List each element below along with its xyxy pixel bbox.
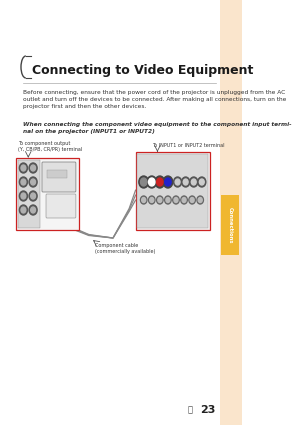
Circle shape (21, 193, 26, 199)
Circle shape (142, 198, 146, 202)
Circle shape (148, 196, 155, 204)
Circle shape (20, 191, 27, 201)
Circle shape (175, 179, 180, 185)
Circle shape (165, 178, 171, 186)
FancyBboxPatch shape (18, 160, 40, 228)
Circle shape (158, 198, 162, 202)
Circle shape (157, 178, 163, 186)
FancyBboxPatch shape (46, 194, 76, 218)
Circle shape (189, 196, 195, 204)
Circle shape (139, 176, 148, 188)
FancyBboxPatch shape (136, 152, 210, 230)
Text: Connecting to Video Equipment: Connecting to Video Equipment (32, 63, 254, 76)
Circle shape (182, 198, 186, 202)
Circle shape (155, 176, 165, 188)
Text: Ⓔ: Ⓔ (187, 405, 192, 414)
Circle shape (150, 198, 154, 202)
Circle shape (148, 178, 155, 186)
FancyBboxPatch shape (221, 195, 239, 255)
Circle shape (31, 193, 35, 199)
Circle shape (20, 163, 27, 173)
Text: To component output
(Y, CB/PB, CR/PR) terminal: To component output (Y, CB/PB, CR/PR) te… (18, 141, 82, 152)
Circle shape (20, 177, 27, 187)
Circle shape (181, 196, 187, 204)
Circle shape (173, 196, 179, 204)
Circle shape (157, 196, 163, 204)
Text: To INPUT1 or INPUT2 terminal: To INPUT1 or INPUT2 terminal (152, 143, 224, 148)
Circle shape (174, 177, 182, 187)
Circle shape (190, 198, 194, 202)
Circle shape (163, 176, 173, 188)
FancyBboxPatch shape (42, 162, 76, 192)
Circle shape (200, 179, 204, 185)
Circle shape (31, 207, 35, 213)
Circle shape (166, 198, 170, 202)
Circle shape (191, 179, 196, 185)
FancyBboxPatch shape (47, 170, 67, 178)
Text: Before connecting, ensure that the power cord of the projector is unplugged from: Before connecting, ensure that the power… (22, 90, 286, 109)
FancyBboxPatch shape (16, 158, 79, 230)
Circle shape (198, 177, 206, 187)
Circle shape (29, 177, 37, 187)
Text: 23: 23 (200, 405, 216, 415)
Circle shape (21, 165, 26, 171)
Circle shape (29, 191, 37, 201)
Circle shape (29, 205, 37, 215)
Circle shape (197, 196, 203, 204)
Circle shape (21, 207, 26, 213)
FancyBboxPatch shape (137, 154, 208, 228)
Circle shape (165, 196, 171, 204)
Circle shape (183, 179, 188, 185)
Circle shape (190, 177, 198, 187)
Circle shape (147, 176, 157, 188)
Circle shape (174, 198, 178, 202)
Circle shape (198, 198, 202, 202)
Text: Connections: Connections (228, 207, 232, 243)
Text: Component cable
(commercially available): Component cable (commercially available) (95, 243, 156, 254)
Circle shape (29, 163, 37, 173)
Circle shape (140, 178, 147, 186)
Circle shape (182, 177, 190, 187)
Circle shape (20, 205, 27, 215)
Circle shape (31, 165, 35, 171)
Circle shape (31, 179, 35, 185)
Circle shape (140, 196, 147, 204)
FancyBboxPatch shape (220, 0, 242, 425)
Text: When connecting the component video equipment to the component input termi-
nal : When connecting the component video equi… (22, 122, 291, 134)
Circle shape (21, 179, 26, 185)
